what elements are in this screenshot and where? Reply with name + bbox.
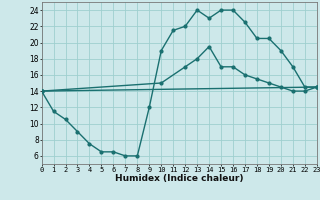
- X-axis label: Humidex (Indice chaleur): Humidex (Indice chaleur): [115, 174, 244, 183]
